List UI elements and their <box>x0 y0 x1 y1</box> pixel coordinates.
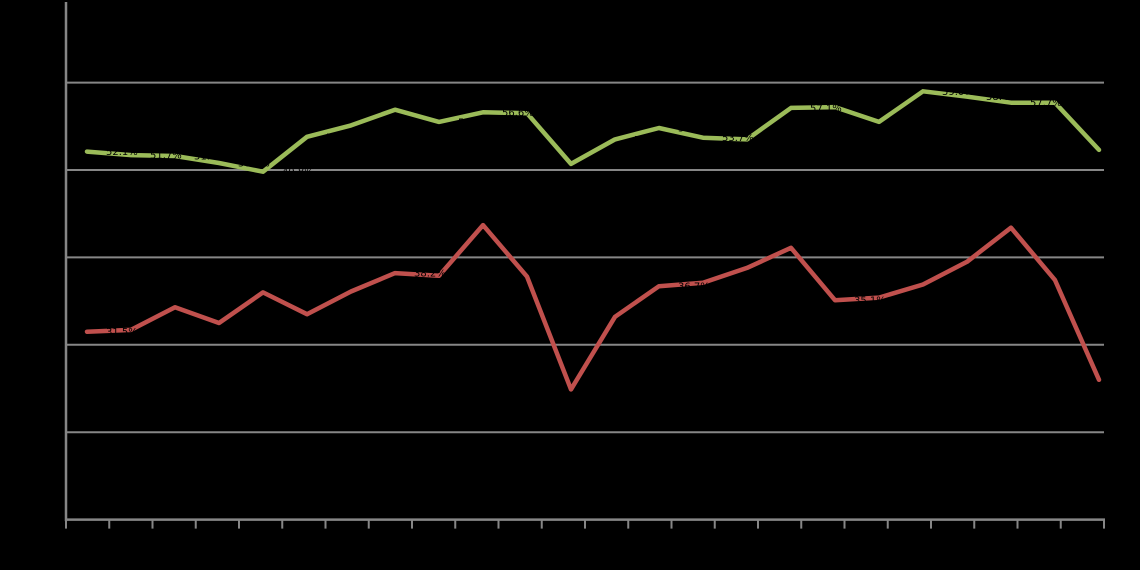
lower-red-series-data-label: 35.4% <box>898 293 930 304</box>
upper-green-series-data-label: 55.5% <box>898 117 930 128</box>
lower-red-series-data-label: 26.0% <box>1118 375 1140 386</box>
upper-green-series-data-label: 55.1% <box>370 121 402 132</box>
upper-green-series-line <box>84 89 1102 174</box>
upper-green-series-data-label: 58.4% <box>986 92 1018 103</box>
upper-green-series-data-label: 52.1% <box>106 147 138 158</box>
upper-green-series-data-label: 53.7% <box>722 133 754 144</box>
upper-green-series-data-label: 57.7% <box>1074 98 1106 109</box>
upper-green-series-data-label: 56.6% <box>502 108 534 119</box>
lower-red-series-data-label: 31.7% <box>150 325 182 336</box>
upper-green-series-data-label: 52.3% <box>1118 145 1140 156</box>
upper-green-series-data-label: 53.5% <box>634 135 666 146</box>
upper-green-series-data-label: 49.8% <box>282 167 314 178</box>
lower-red-series-data-label: 36.1% <box>370 287 402 298</box>
upper-green-series-data-label: 50.7% <box>590 159 622 170</box>
upper-green-series-data-label: 57.2% <box>854 103 886 114</box>
lower-red-series-data-label: 38.2% <box>414 269 446 280</box>
lower-red-series-data-label: 33.2% <box>634 312 666 323</box>
lower-red-series-data-label: 36.9% <box>942 280 974 291</box>
lower-red-series-data-label: 33.5% <box>326 310 358 321</box>
lower-red-series-data-label: 36.7% <box>678 282 710 293</box>
lower-red-series-data-label: 37.4% <box>1074 276 1106 287</box>
upper-green-series-data-label: 51.7% <box>150 151 182 162</box>
upper-green-series-data-label: 57.1% <box>810 103 842 114</box>
data-labels-group: 52.1% 51.7% 51.6% 50.8% 49.8% 53.8% 55.1% 56.9%… <box>106 87 1140 396</box>
upper-green-series-data-label: 53.8% <box>326 132 358 143</box>
series-lines-group <box>84 89 1102 392</box>
upper-green-series-data-label: 53.5% <box>766 135 798 146</box>
lower-red-series-data-label: 38.8% <box>766 263 798 274</box>
axes-group <box>64 2 1105 522</box>
upper-green-series-data-label: 55.5% <box>458 117 490 128</box>
lower-red-series-data-label: 37.9% <box>458 271 490 282</box>
lower-red-series-data-label: 43.7% <box>502 221 534 232</box>
lower-red-series-data-label: 41.1% <box>810 243 842 254</box>
lower-red-series-data-label: 36.0% <box>282 288 314 299</box>
lower-red-series-line <box>84 222 1102 392</box>
upper-green-series-data-label: 59.0% <box>942 87 974 98</box>
upper-green-series-data-label: 57.7% <box>1030 98 1062 109</box>
lower-red-series-data-label: 43.4% <box>1030 223 1062 234</box>
lower-red-series-data-label: 24.9% <box>590 385 622 396</box>
lower-red-series-data-label: 31.5% <box>106 327 138 338</box>
lower-red-series-data-label: 32.5% <box>238 318 270 329</box>
upper-green-series-data-label: 54.8% <box>678 124 710 135</box>
lower-red-series-data-label: 37.1% <box>722 278 754 289</box>
x-axis-ticks-group <box>65 519 1105 529</box>
upper-green-series-data-label: 51.6% <box>194 152 226 163</box>
upper-green-series-data-label: 50.8% <box>238 159 270 170</box>
lower-red-series-data-label: 35.1% <box>854 296 886 307</box>
upper-green-series-data-label: 56.5% <box>546 109 578 120</box>
gridlines-group <box>66 81 1104 434</box>
lower-red-series-data-label: 39.5% <box>986 257 1018 268</box>
lower-red-series-data-label: 34.3% <box>194 303 226 314</box>
lower-red-series-data-label: 37.8% <box>546 272 578 283</box>
upper-green-series-data-label: 56.9% <box>414 105 446 116</box>
